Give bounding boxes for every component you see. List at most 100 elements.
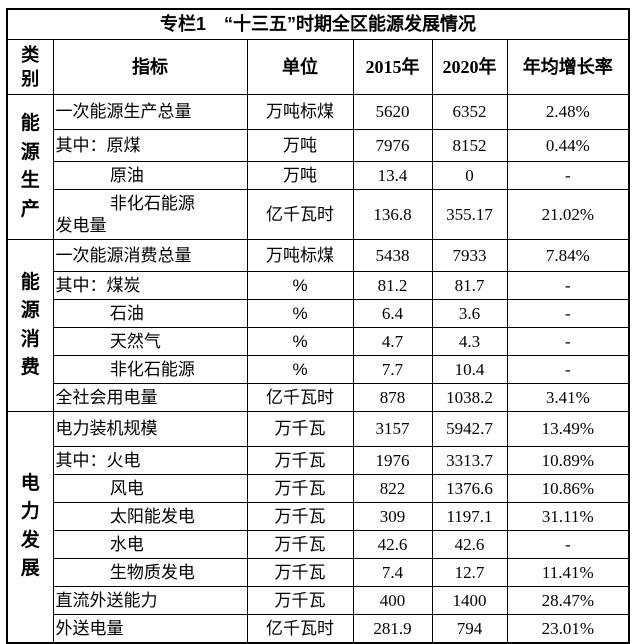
indicator-cell: 一次能源生产总量	[52, 94, 248, 130]
indicator-cell: 外送电量	[52, 614, 248, 643]
header-2020: 2020年	[431, 39, 508, 95]
growth-cell: -	[506, 530, 630, 559]
table-row: 非化石能源 发电量 亿千瓦时 136.8 355.17 21.02%	[7, 189, 630, 240]
indicator-cell: 其中：煤炭	[52, 271, 248, 300]
growth-cell: 10.86%	[506, 474, 630, 503]
value-2015-cell: 5620	[352, 94, 433, 130]
value-2020-cell: 5942.7	[431, 411, 508, 447]
value-2020-cell: 1038.2	[431, 383, 508, 412]
header-2015: 2015年	[352, 39, 433, 95]
unit-cell: %	[246, 299, 354, 328]
header-category: 类别	[6, 39, 54, 95]
growth-cell: 10.89%	[506, 446, 630, 475]
unit-cell: 万吨	[246, 161, 354, 190]
table-row: 其中：原煤 万吨 7976 8152 0.44%	[7, 129, 630, 162]
growth-cell: -	[506, 327, 630, 356]
table-row: 风电 万千瓦 822 1376.6 10.86%	[7, 474, 630, 503]
growth-cell: 21.02%	[506, 189, 630, 240]
growth-cell: 2.48%	[506, 94, 630, 130]
value-2015-cell: 7976	[352, 129, 433, 162]
value-2015-cell: 5438	[352, 239, 433, 272]
indicator-cell: 太阳能发电	[52, 502, 248, 531]
value-2020-cell: 794	[431, 614, 508, 643]
table-row: 非化石能源 % 7.7 10.4 -	[7, 355, 630, 384]
value-2015-cell: 400	[352, 586, 433, 615]
energy-development-table: 专栏1 “十三五”时期全区能源发展情况 类别 指标 单位 2015年 2020年…	[6, 8, 631, 644]
unit-cell: 万千瓦	[246, 558, 354, 587]
growth-cell: 28.47%	[506, 586, 630, 615]
header-indicator: 指标	[52, 39, 248, 95]
indicator-cell: 其中：火电	[52, 446, 248, 475]
unit-cell: %	[246, 271, 354, 300]
table-row: 全社会用电量 亿千瓦时 878 1038.2 3.41%	[7, 383, 630, 412]
unit-cell: 万吨标煤	[246, 239, 354, 272]
value-2020-cell: 4.3	[431, 327, 508, 356]
value-2020-cell: 1400	[431, 586, 508, 615]
category-label: 能源消费	[20, 271, 40, 379]
unit-cell: 万千瓦	[246, 530, 354, 559]
table-row: 能源消费 一次能源消费总量 万吨标煤 5438 7933 7.84%	[6, 239, 630, 412]
table-row: 直流外送能力 万千瓦 400 1400 28.47%	[7, 586, 630, 615]
indicator-cell: 非化石能源	[52, 355, 248, 384]
table-row: 其中：火电 万千瓦 1976 3313.7 10.89%	[7, 446, 630, 475]
value-2020-cell: 7933	[431, 239, 508, 272]
table-row: 太阳能发电 万千瓦 309 1197.1 31.11%	[7, 502, 630, 531]
table-row: 石油 % 6.4 3.6 -	[7, 299, 630, 328]
table-row: 天然气 % 4.7 4.3 -	[7, 327, 630, 356]
header-unit: 单位	[246, 39, 354, 95]
value-2020-cell: 355.17	[431, 189, 508, 240]
value-2020-cell: 81.7	[431, 271, 508, 300]
table-row: 能源生产 一次能源生产总量 万吨标煤 5620 6352 2.48%	[6, 94, 630, 240]
unit-cell: 万吨标煤	[246, 94, 354, 130]
growth-cell: 0.44%	[506, 129, 630, 162]
value-2015-cell: 822	[352, 474, 433, 503]
value-2015-cell: 136.8	[352, 189, 433, 240]
value-2020-cell: 3.6	[431, 299, 508, 328]
unit-cell: 万千瓦	[246, 474, 354, 503]
value-2020-cell: 1197.1	[431, 502, 508, 531]
category-cell-energy-consumption: 能源消费	[6, 239, 54, 412]
category-cell-energy-production: 能源生产	[6, 94, 54, 240]
indicator-cell: 其中：原煤	[52, 129, 248, 162]
value-2020-cell: 12.7	[431, 558, 508, 587]
value-2015-cell: 42.6	[352, 530, 433, 559]
unit-cell: %	[246, 355, 354, 384]
growth-cell: 3.41%	[506, 383, 630, 412]
indicator-cell: 天然气	[52, 327, 248, 356]
growth-cell: -	[506, 271, 630, 300]
indicator-cell: 原油	[52, 161, 248, 190]
category-label: 电力发展	[20, 472, 40, 580]
unit-cell: 万吨	[246, 129, 354, 162]
value-2020-cell: 42.6	[431, 530, 508, 559]
unit-cell: 亿千瓦时	[246, 614, 354, 643]
unit-cell: 万千瓦	[246, 502, 354, 531]
indicator-cell: 全社会用电量	[52, 383, 248, 412]
growth-cell: 31.11%	[506, 502, 630, 531]
unit-cell: %	[246, 327, 354, 356]
table-row: 原油 万吨 13.4 0 -	[7, 161, 630, 190]
indicator-cell: 非化石能源 发电量	[52, 189, 248, 240]
table-row: 水电 万千瓦 42.6 42.6 -	[7, 530, 630, 559]
growth-cell: 7.84%	[506, 239, 630, 272]
value-2020-cell: 3313.7	[431, 446, 508, 475]
growth-cell: 13.49%	[506, 411, 630, 447]
header-growth: 年均增长率	[506, 39, 630, 95]
category-label: 能源生产	[20, 113, 40, 220]
unit-cell: 亿千瓦时	[246, 383, 354, 412]
table-row: 其中：煤炭 % 81.2 81.7 -	[7, 271, 630, 300]
table-title: 专栏1 “十三五”时期全区能源发展情况	[6, 8, 630, 40]
table-header-row: 类别 指标 单位 2015年 2020年 年均增长率	[6, 39, 630, 95]
value-2015-cell: 309	[352, 502, 433, 531]
value-2015-cell: 281.9	[352, 614, 433, 643]
unit-cell: 万千瓦	[246, 411, 354, 447]
indicator-cell: 风电	[52, 474, 248, 503]
value-2015-cell: 81.2	[352, 271, 433, 300]
indicator-cell: 直流外送能力	[52, 586, 248, 615]
value-2015-cell: 878	[352, 383, 433, 412]
growth-cell: 11.41%	[506, 558, 630, 587]
value-2015-cell: 7.4	[352, 558, 433, 587]
indicator-cell: 生物质发电	[52, 558, 248, 587]
growth-cell: -	[506, 355, 630, 384]
unit-cell: 万千瓦	[246, 446, 354, 475]
